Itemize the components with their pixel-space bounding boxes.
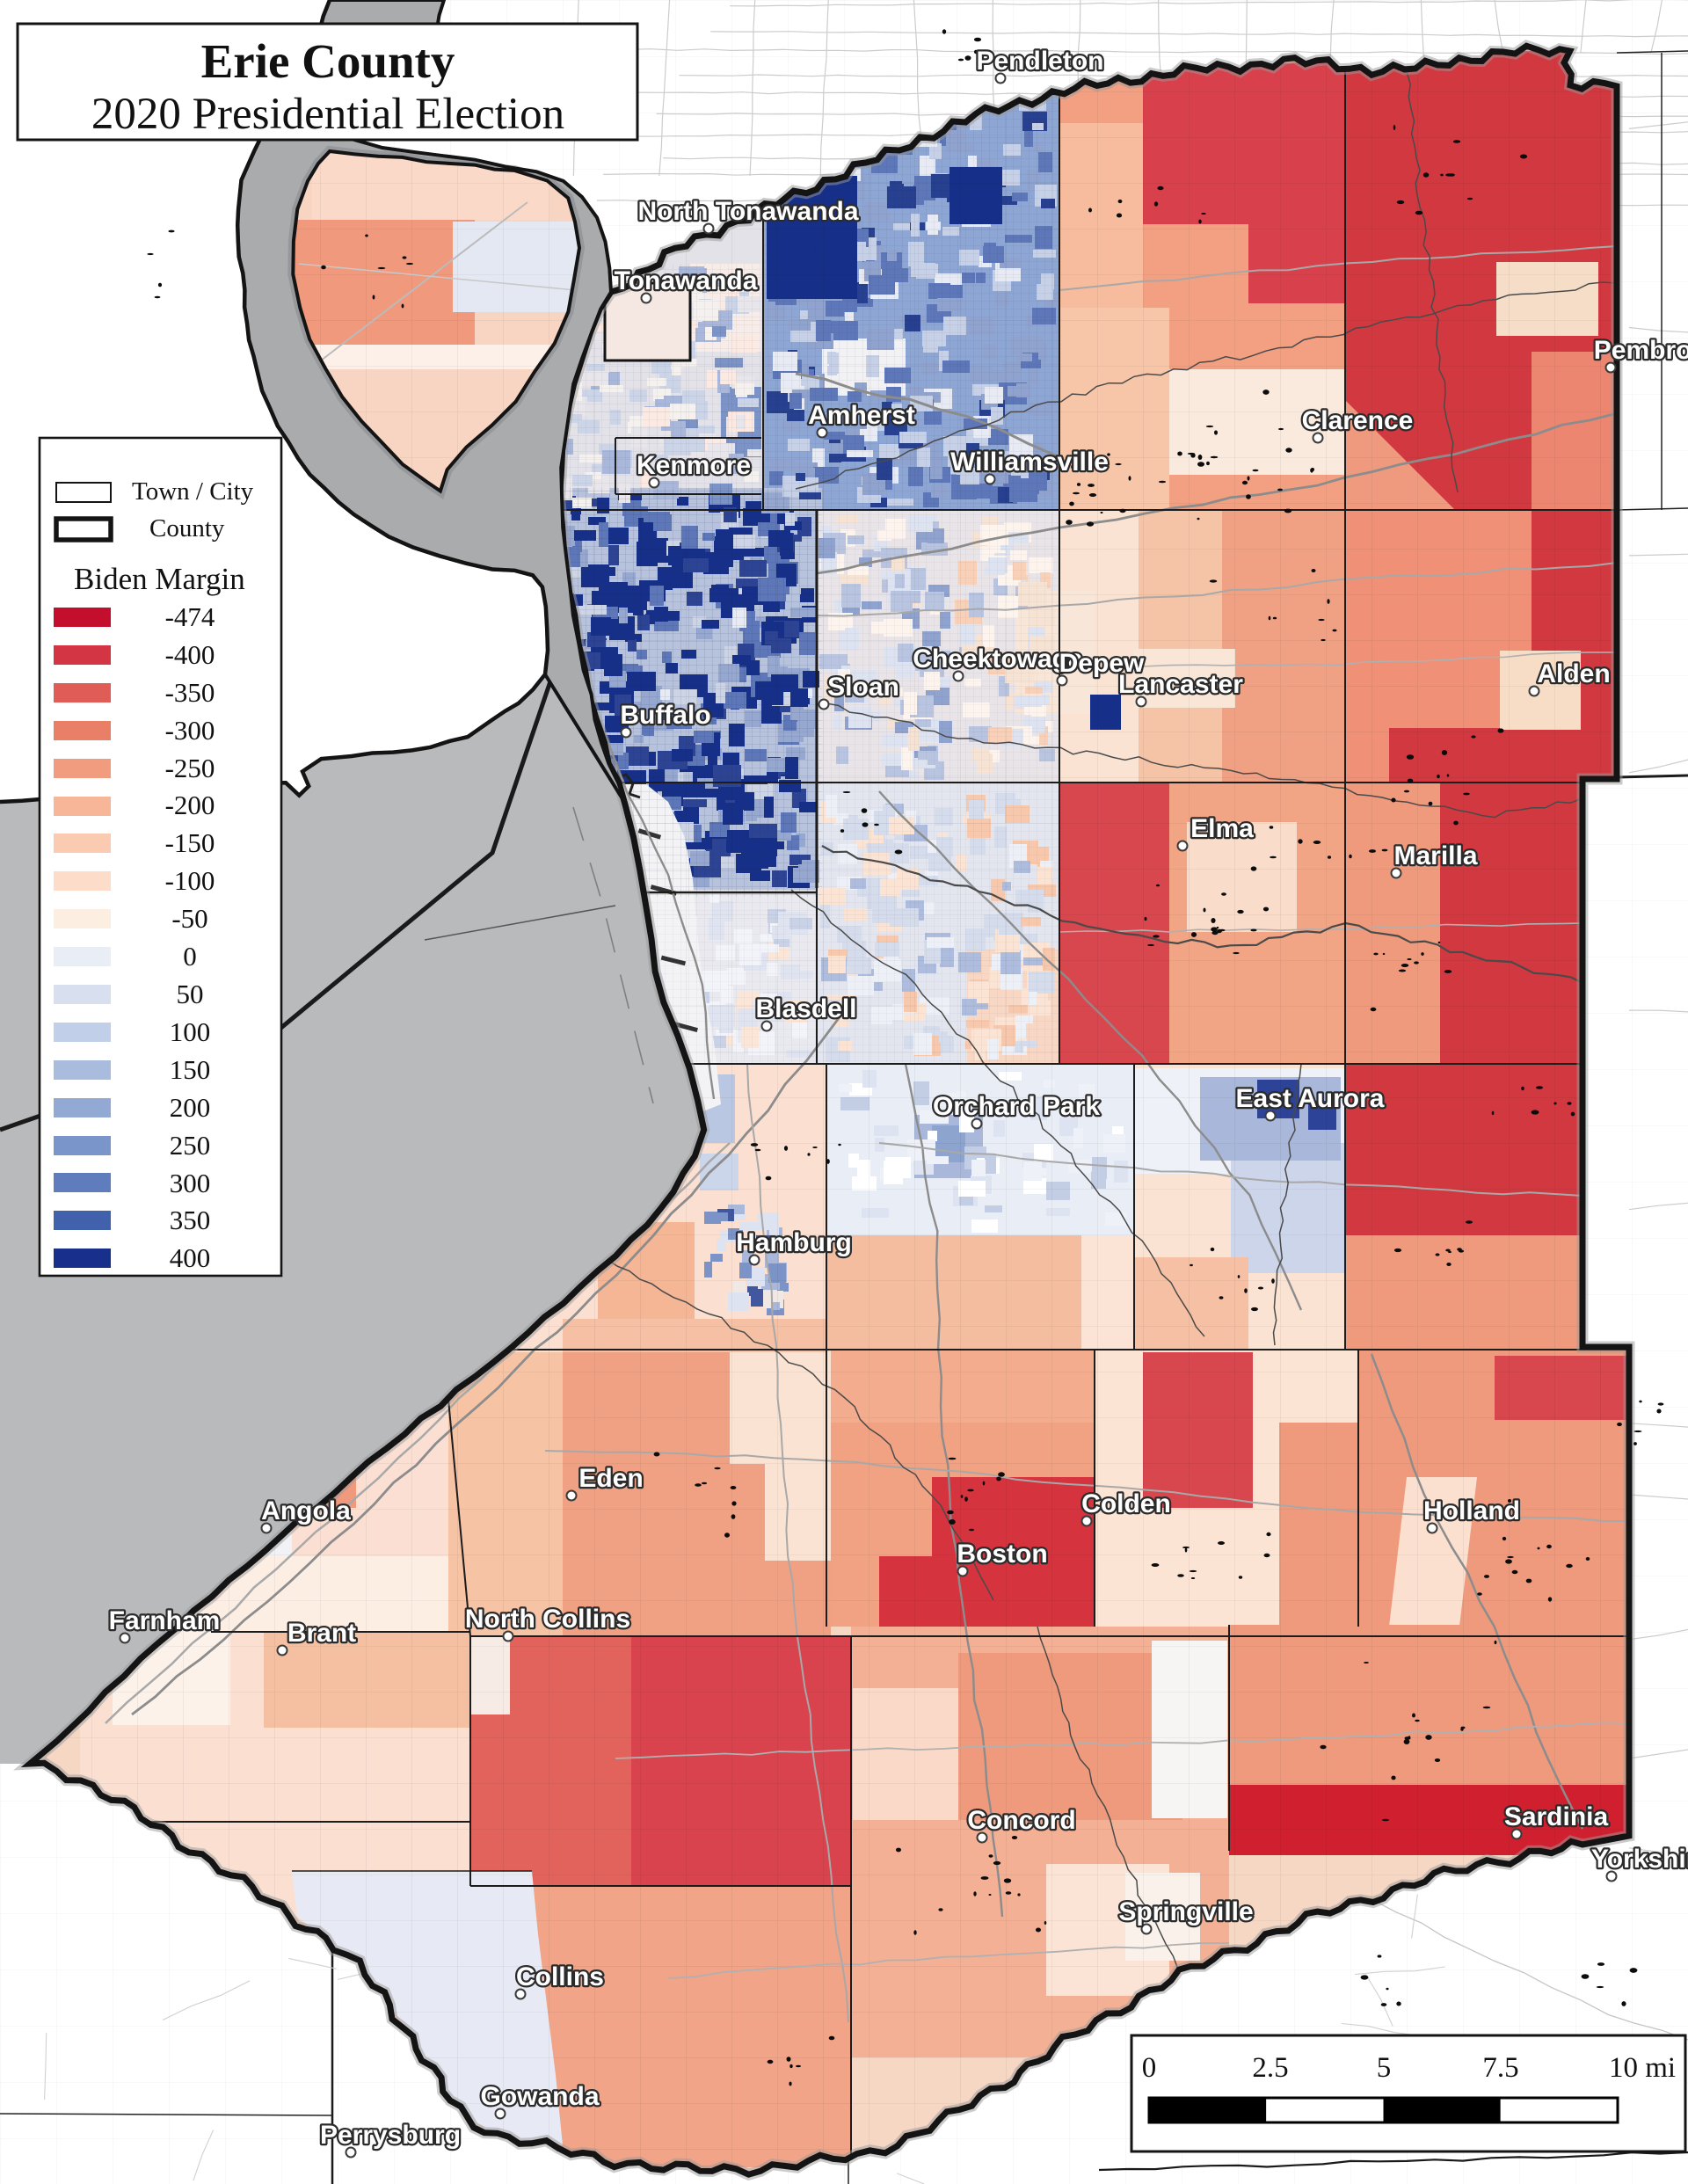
svg-text:County: County bbox=[149, 514, 225, 542]
svg-text:-100: -100 bbox=[165, 865, 215, 896]
svg-text:Perrysburg: Perrysburg bbox=[320, 2121, 461, 2150]
svg-text:10 mi: 10 mi bbox=[1609, 2052, 1676, 2084]
svg-text:0: 0 bbox=[1142, 2052, 1157, 2084]
svg-text:250: 250 bbox=[170, 1130, 211, 1161]
svg-text:Hamburg: Hamburg bbox=[736, 1228, 852, 1257]
svg-text:Pendleton: Pendleton bbox=[976, 47, 1103, 76]
svg-text:Yorkshire: Yorkshire bbox=[1591, 1845, 1688, 1874]
svg-text:Gowanda: Gowanda bbox=[480, 2082, 599, 2111]
svg-text:Eden: Eden bbox=[578, 1464, 643, 1493]
svg-text:Orchard Park: Orchard Park bbox=[933, 1092, 1100, 1121]
svg-text:Angola: Angola bbox=[261, 1496, 351, 1525]
svg-text:Lancaster: Lancaster bbox=[1118, 670, 1243, 699]
svg-text:-50: -50 bbox=[171, 903, 207, 934]
svg-text:Buffalo: Buffalo bbox=[620, 701, 710, 730]
svg-text:100: 100 bbox=[170, 1016, 211, 1047]
svg-text:2020 Presidential Election: 2020 Presidential Election bbox=[91, 90, 564, 139]
svg-text:350: 350 bbox=[170, 1205, 211, 1235]
svg-text:Boston: Boston bbox=[957, 1540, 1047, 1569]
svg-text:Brant: Brant bbox=[287, 1619, 356, 1648]
svg-text:Amherst: Amherst bbox=[808, 401, 915, 430]
svg-text:Sloan: Sloan bbox=[827, 673, 899, 702]
svg-text:200: 200 bbox=[170, 1092, 211, 1123]
svg-text:Marilla: Marilla bbox=[1393, 841, 1477, 870]
svg-text:-474: -474 bbox=[165, 601, 215, 632]
svg-text:300: 300 bbox=[170, 1168, 211, 1198]
svg-text:Depew: Depew bbox=[1059, 649, 1145, 678]
svg-text:Blasdell: Blasdell bbox=[755, 994, 856, 1023]
svg-text:-400: -400 bbox=[165, 639, 215, 670]
svg-text:Clarence: Clarence bbox=[1302, 406, 1414, 435]
svg-text:Sardinia: Sardinia bbox=[1504, 1802, 1609, 1831]
svg-text:-200: -200 bbox=[165, 790, 215, 820]
svg-text:-250: -250 bbox=[165, 753, 215, 783]
svg-text:North Collins: North Collins bbox=[465, 1605, 630, 1634]
svg-text:400: 400 bbox=[170, 1242, 211, 1273]
svg-text:-150: -150 bbox=[165, 827, 215, 858]
svg-text:North Tonawanda: North Tonawanda bbox=[637, 197, 858, 226]
svg-text:Cheektowaga: Cheektowaga bbox=[913, 644, 1083, 673]
svg-text:2.5: 2.5 bbox=[1252, 2052, 1288, 2084]
svg-text:Holland: Holland bbox=[1423, 1496, 1520, 1525]
svg-text:Collins: Collins bbox=[516, 1962, 604, 1991]
svg-text:5: 5 bbox=[1377, 2052, 1392, 2084]
svg-text:50: 50 bbox=[177, 979, 204, 1009]
svg-text:Springville: Springville bbox=[1118, 1897, 1253, 1926]
svg-text:Concord: Concord bbox=[967, 1806, 1075, 1835]
svg-text:Pembrok: Pembrok bbox=[1594, 336, 1688, 365]
svg-text:7.5: 7.5 bbox=[1482, 2052, 1518, 2084]
svg-text:Biden Margin: Biden Margin bbox=[74, 562, 245, 596]
svg-text:Erie County: Erie County bbox=[201, 34, 455, 88]
svg-text:Kenmore: Kenmore bbox=[637, 451, 751, 480]
svg-text:-350: -350 bbox=[165, 677, 215, 708]
svg-text:Colden: Colden bbox=[1081, 1489, 1171, 1518]
svg-text:0: 0 bbox=[183, 941, 197, 972]
svg-text:Farnham: Farnham bbox=[109, 1606, 221, 1635]
svg-text:Town / City: Town / City bbox=[132, 477, 254, 506]
svg-text:-300: -300 bbox=[165, 715, 215, 746]
svg-text:Elma: Elma bbox=[1190, 814, 1254, 843]
svg-text:East Aurora: East Aurora bbox=[1236, 1084, 1385, 1113]
svg-text:Tonawanda: Tonawanda bbox=[615, 266, 758, 295]
svg-text:Williamsville: Williamsville bbox=[950, 448, 1109, 477]
svg-text:150: 150 bbox=[170, 1054, 211, 1085]
svg-text:Alden: Alden bbox=[1537, 659, 1610, 688]
